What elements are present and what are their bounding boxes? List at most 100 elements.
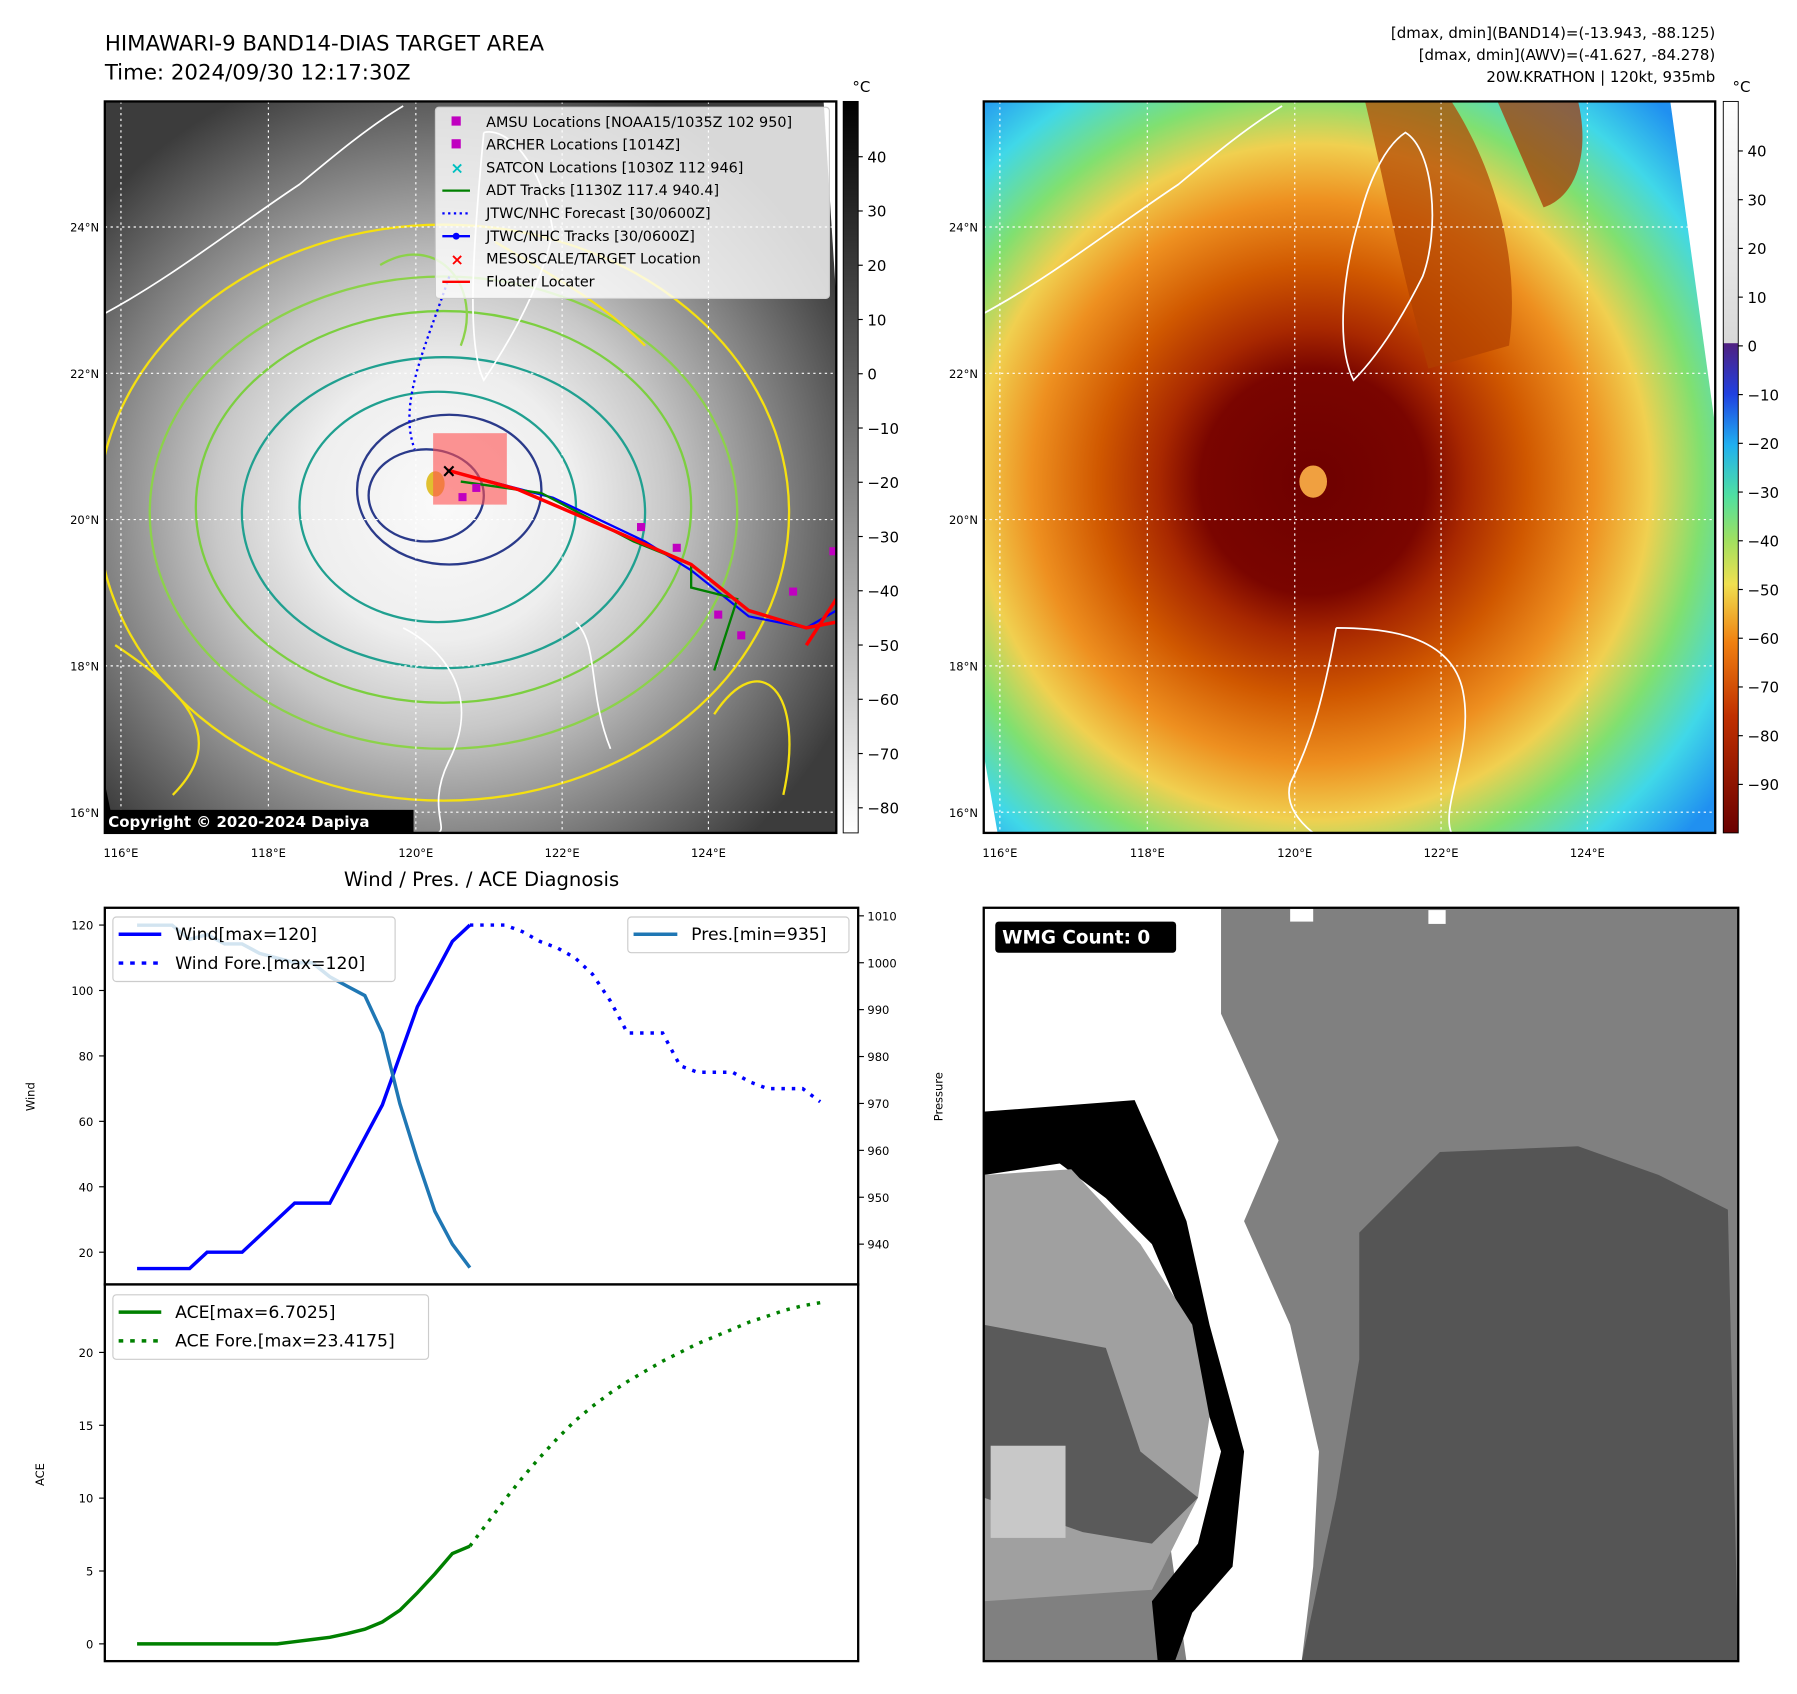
legend-label: JTWC/NHC Forecast [30/0600Z] [485,206,710,222]
lat-label: 24°N [70,221,99,235]
legend-item: × SATCON Locations [1030Z 112 946] [450,159,743,178]
square-marker-icon [452,116,461,125]
wmg-count-label: WMG Count: 0 [1002,927,1150,948]
legend-label: JTWC/NHC Tracks [30/0600Z] [485,229,695,245]
colorbar-tick-label: −40 [1747,533,1779,551]
y2-tick-label: 960 [867,1144,889,1158]
legend-wind: Wind[max=120] Wind Fore.[max=120] [113,917,395,982]
legend-wind-fore-label: Wind Fore.[max=120] [175,954,365,974]
lat-label: 22°N [70,367,99,381]
colorbar-tick-label: 20 [867,257,886,275]
y-tick-label: 40 [79,1180,94,1194]
legend-pressure-label: Pres.[min=935] [691,925,826,945]
copyright-text: Copyright © 2020-2024 Dapiya [108,813,369,831]
legend-wind-label: Wind[max=120] [175,925,317,945]
lon-label: 122°E [1424,846,1459,860]
colorbar-tick-label: −40 [867,583,899,601]
y2-tick-label: 940 [867,1238,889,1252]
y2-tick-label: 1010 [867,909,896,923]
y-axis-label: ACE [33,1463,47,1486]
colorbar-tick-label: 40 [1747,143,1766,161]
legend-label: ARCHER Locations [1014Z] [486,138,680,154]
colorbar-tick-label: −90 [1747,776,1779,794]
figure-time: Time: 2024/09/30 12:17:30Z [104,61,411,86]
y-tick-label: 10 [79,1492,94,1506]
y-tick-label: 80 [79,1050,94,1064]
stats-awv: [dmax, dmin](AWV)=(-41.627, -84.278) [1419,46,1715,64]
ir-image [984,101,1715,832]
colorbar-tick-label: −20 [1747,435,1779,453]
colorbar-tick-label: −10 [867,420,899,438]
y-tick-label: 5 [86,1565,93,1579]
colorbar-unit: °C [852,78,870,96]
lon-label: 116°E [982,846,1017,860]
y-tick-label: 60 [79,1115,94,1129]
lat-labels: 24°N 22°N 20°N 18°N 16°N [70,221,99,820]
legend-item: ARCHER Locations [1014Z] [452,138,681,154]
colorbar-tick-label: −60 [1747,630,1779,648]
lon-label: 120°E [1277,846,1312,860]
y2-tick-label: 970 [867,1097,889,1111]
lat-label: 18°N [70,659,99,673]
y2-axis-label: Pressure [931,1072,945,1121]
lat-label: 24°N [949,221,978,235]
colorbar-tick-label: −30 [1747,484,1779,502]
colorbar-tick-label: −50 [867,637,899,655]
colorbar-tick-label: 40 [867,148,886,166]
legend-label: SATCON Locations [1030Z 112 946] [486,160,743,176]
lon-label: 116°E [103,846,138,860]
chart-title: Wind / Pres. / ACE Diagnosis [344,868,619,891]
y-tick-label: 20 [79,1246,94,1260]
y2-tick-label: 1000 [867,956,896,970]
colorbar-tick-label: −80 [867,800,899,818]
light-patch [991,1446,1066,1538]
lat-label: 22°N [949,367,978,381]
lat-label: 20°N [949,513,978,527]
y-tick-label: 120 [71,919,93,933]
lat-label: 20°N [70,513,99,527]
lon-label: 120°E [398,846,433,860]
square-marker-icon [452,139,461,148]
legend-item: AMSU Locations [NOAA15/1035Z 102 950] [452,115,793,131]
colorbar-tick-label: 20 [1747,240,1766,258]
colorbar-tick-label: −20 [867,474,899,492]
legend-ace: ACE[max=6.7025] ACE Fore.[max=23.4175] [113,1295,429,1360]
stats-band14: [dmax, dmin](BAND14)=(-13.943, -88.125) [1391,24,1715,42]
x-marker-icon: × [450,250,464,269]
colorbar-tick-label: 0 [867,366,877,384]
target-location-marker: × [441,461,456,482]
lat-labels: 24°N22°N20°N18°N16°N [949,221,978,820]
map-legend: AMSU Locations [NOAA15/1035Z 102 950] ARC… [435,107,829,298]
legend-label: AMSU Locations [NOAA15/1035Z 102 950] [486,115,792,131]
y2-tick-label: 950 [867,1191,889,1205]
colorbar-tick-label: 10 [1747,289,1766,307]
lat-label: 16°N [949,806,978,820]
wind-pressure-chart: Wind Pressure 20406080100120940950960970… [24,908,946,1285]
lat-label: 16°N [70,806,99,820]
lon-label: 124°E [691,846,726,860]
y-tick-label: 100 [71,984,93,998]
legend-item: ×MESOSCALE/TARGET Location [450,250,700,269]
legend-label: ADT Tracks [1130Z 117.4 940.4] [486,183,719,199]
figure-title: HIMAWARI-9 BAND14-DIAS TARGET AREA [105,32,545,57]
colorbar-tick-label: 30 [867,203,886,221]
colorbar-tick-label: −70 [1747,679,1779,697]
colorbar-tick-label: −10 [1747,386,1779,404]
colorbar-tick-label: 30 [1747,191,1766,209]
x-marker-icon: × [450,159,464,178]
stats-storm: 20W.KRATHON | 120kt, 935mb [1486,68,1715,86]
y-tick-label: 20 [79,1346,94,1360]
wmg-panel: WMG Count: 0 [984,908,1739,1661]
y2-tick-label: 980 [867,1050,889,1064]
lon-label: 118°E [1130,846,1165,860]
y-tick-label: 15 [79,1419,94,1433]
colorbar-tick-label: 10 [867,311,886,329]
colorbar-color [1723,101,1738,832]
